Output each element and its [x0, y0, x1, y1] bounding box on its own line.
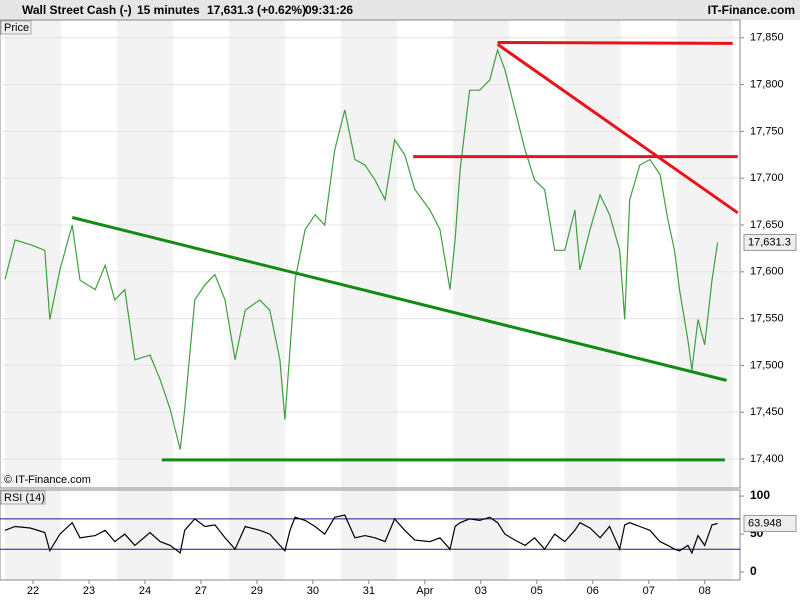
day-band [676, 20, 733, 488]
interval: 15 minutes [137, 3, 200, 17]
day-band [676, 490, 733, 580]
last-value-box [743, 514, 797, 532]
header-bar [0, 0, 800, 20]
credit: © IT-Finance.com [4, 474, 91, 486]
x-tick-label: 24 [139, 585, 151, 597]
x-tick-label: 08 [699, 585, 711, 597]
y-tick-label: 17,650 [750, 219, 784, 231]
day-band [564, 20, 621, 488]
x-tick-label: 06 [587, 585, 599, 597]
brand: IT-Finance.com [708, 3, 795, 17]
x-tick-label: 22 [27, 585, 39, 597]
y-tick-label: 17,600 [750, 266, 784, 278]
day-band [228, 490, 285, 580]
x-tick-label: 27 [195, 585, 207, 597]
y-tick-label: 17,800 [750, 78, 784, 90]
last-value-box [743, 233, 797, 251]
rsi-tag [0, 490, 46, 505]
trendline [71, 216, 727, 382]
y-tick-label: 17,750 [750, 125, 784, 137]
day-band [5, 490, 62, 580]
y-tick-label: 0 [750, 564, 757, 578]
y-tick-label: 100 [750, 488, 770, 502]
x-tick-label: Apr [416, 585, 433, 597]
instrument: Wall Street Cash (-) [22, 3, 132, 17]
day-band [452, 20, 509, 488]
y-tick-label: 17,400 [750, 453, 784, 465]
series-line [4, 48, 719, 450]
quote: 17,631.3 (+0.62%) [207, 3, 306, 17]
series-line [4, 514, 718, 555]
price-frame [0, 19, 741, 489]
price-title: Price [4, 22, 29, 34]
x-tick-label: 23 [83, 585, 95, 597]
time: 09:31:26 [305, 3, 353, 17]
x-tick-label: 30 [307, 585, 319, 597]
x-tick-label: 05 [531, 585, 543, 597]
x-tick-label: 29 [251, 585, 263, 597]
day-band [564, 490, 621, 580]
rsi-frame [0, 489, 741, 581]
day-band [340, 20, 397, 488]
day-band [452, 490, 509, 580]
y-tick-label: 17,500 [750, 359, 784, 371]
x-tick-label: 03 [475, 585, 487, 597]
day-band [5, 20, 62, 488]
last-value-label: 17,631.3 [748, 236, 791, 248]
trendline [496, 43, 739, 215]
y-tick-label: 17,850 [750, 32, 784, 44]
price-tag [0, 20, 32, 35]
y-tick-label: 17,450 [750, 406, 784, 418]
x-tick-label: 31 [363, 585, 375, 597]
rsi-title: RSI (14) [4, 492, 45, 504]
y-tick-label: 17,550 [750, 312, 784, 324]
trendline [497, 40, 733, 45]
last-value-label: 63.948 [748, 517, 782, 529]
day-band [228, 20, 285, 488]
day-band [116, 20, 173, 488]
y-tick-label: 17,700 [750, 172, 784, 184]
x-tick-label: 07 [643, 585, 655, 597]
